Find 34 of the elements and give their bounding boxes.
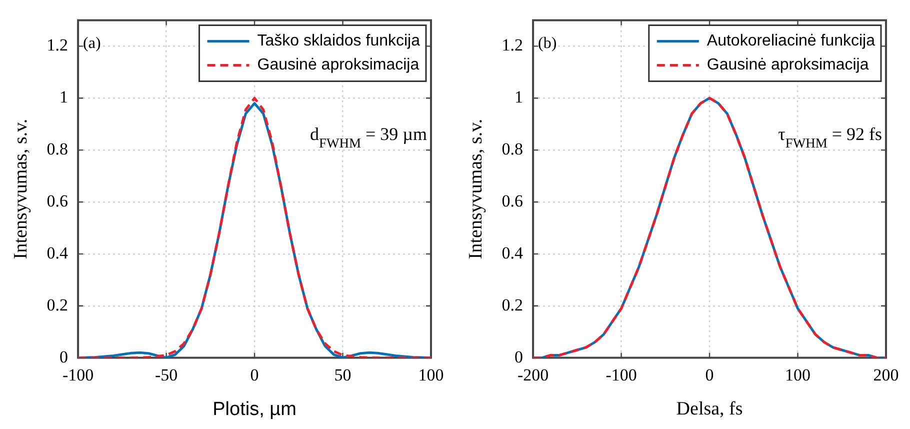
- y-tick-label: 1: [514, 88, 524, 107]
- x-tick-label: -100: [606, 365, 637, 384]
- legend-label: Autokoreliacinė funkcija: [706, 32, 876, 50]
- y-tick-label: 0.4: [502, 243, 524, 262]
- y-tick-label: 0.8: [502, 140, 524, 159]
- y-tick-label: 0.6: [502, 191, 524, 210]
- y-tick-label: 0: [60, 347, 68, 366]
- y-tick-label: 1.2: [502, 36, 524, 55]
- y-axis-title: Intensyvumas, s.v.: [465, 118, 486, 260]
- y-tick-label: 1.2: [46, 36, 68, 55]
- x-tick-label: 100: [418, 365, 444, 384]
- x-tick-label: 200: [873, 365, 899, 384]
- y-axis-title: Intensyvumas, s.v.: [10, 118, 32, 260]
- y-tick-label: 1: [60, 88, 68, 107]
- x-axis-title: Delsa, fs: [676, 398, 743, 420]
- legend-label: Taško sklaidos funkcija: [257, 32, 420, 50]
- x-tick-label: -50: [154, 365, 178, 384]
- legend-label: Gausinė aproksimacija: [706, 56, 869, 74]
- legend-label: Gausinė aproksimacija: [257, 56, 420, 74]
- x-tick-label: 0: [250, 365, 259, 384]
- x-tick-label: 100: [785, 365, 811, 384]
- annotation: (b): [538, 35, 557, 52]
- x-tick-label: -200: [517, 365, 549, 384]
- y-tick-label: 0.8: [46, 140, 68, 159]
- y-tick-label: 0.2: [46, 295, 68, 314]
- annotation: (a): [83, 35, 101, 52]
- y-tick-label: 0.2: [502, 295, 524, 314]
- x-axis-title: Plotis, µm: [212, 398, 296, 420]
- x-tick-label: 50: [334, 365, 352, 384]
- x-tick-label: 0: [705, 365, 714, 384]
- y-tick-label: 0.4: [46, 243, 69, 262]
- y-tick-label: 0: [514, 347, 524, 366]
- x-tick-label: -100: [62, 365, 94, 384]
- y-tick-label: 0.6: [46, 191, 68, 210]
